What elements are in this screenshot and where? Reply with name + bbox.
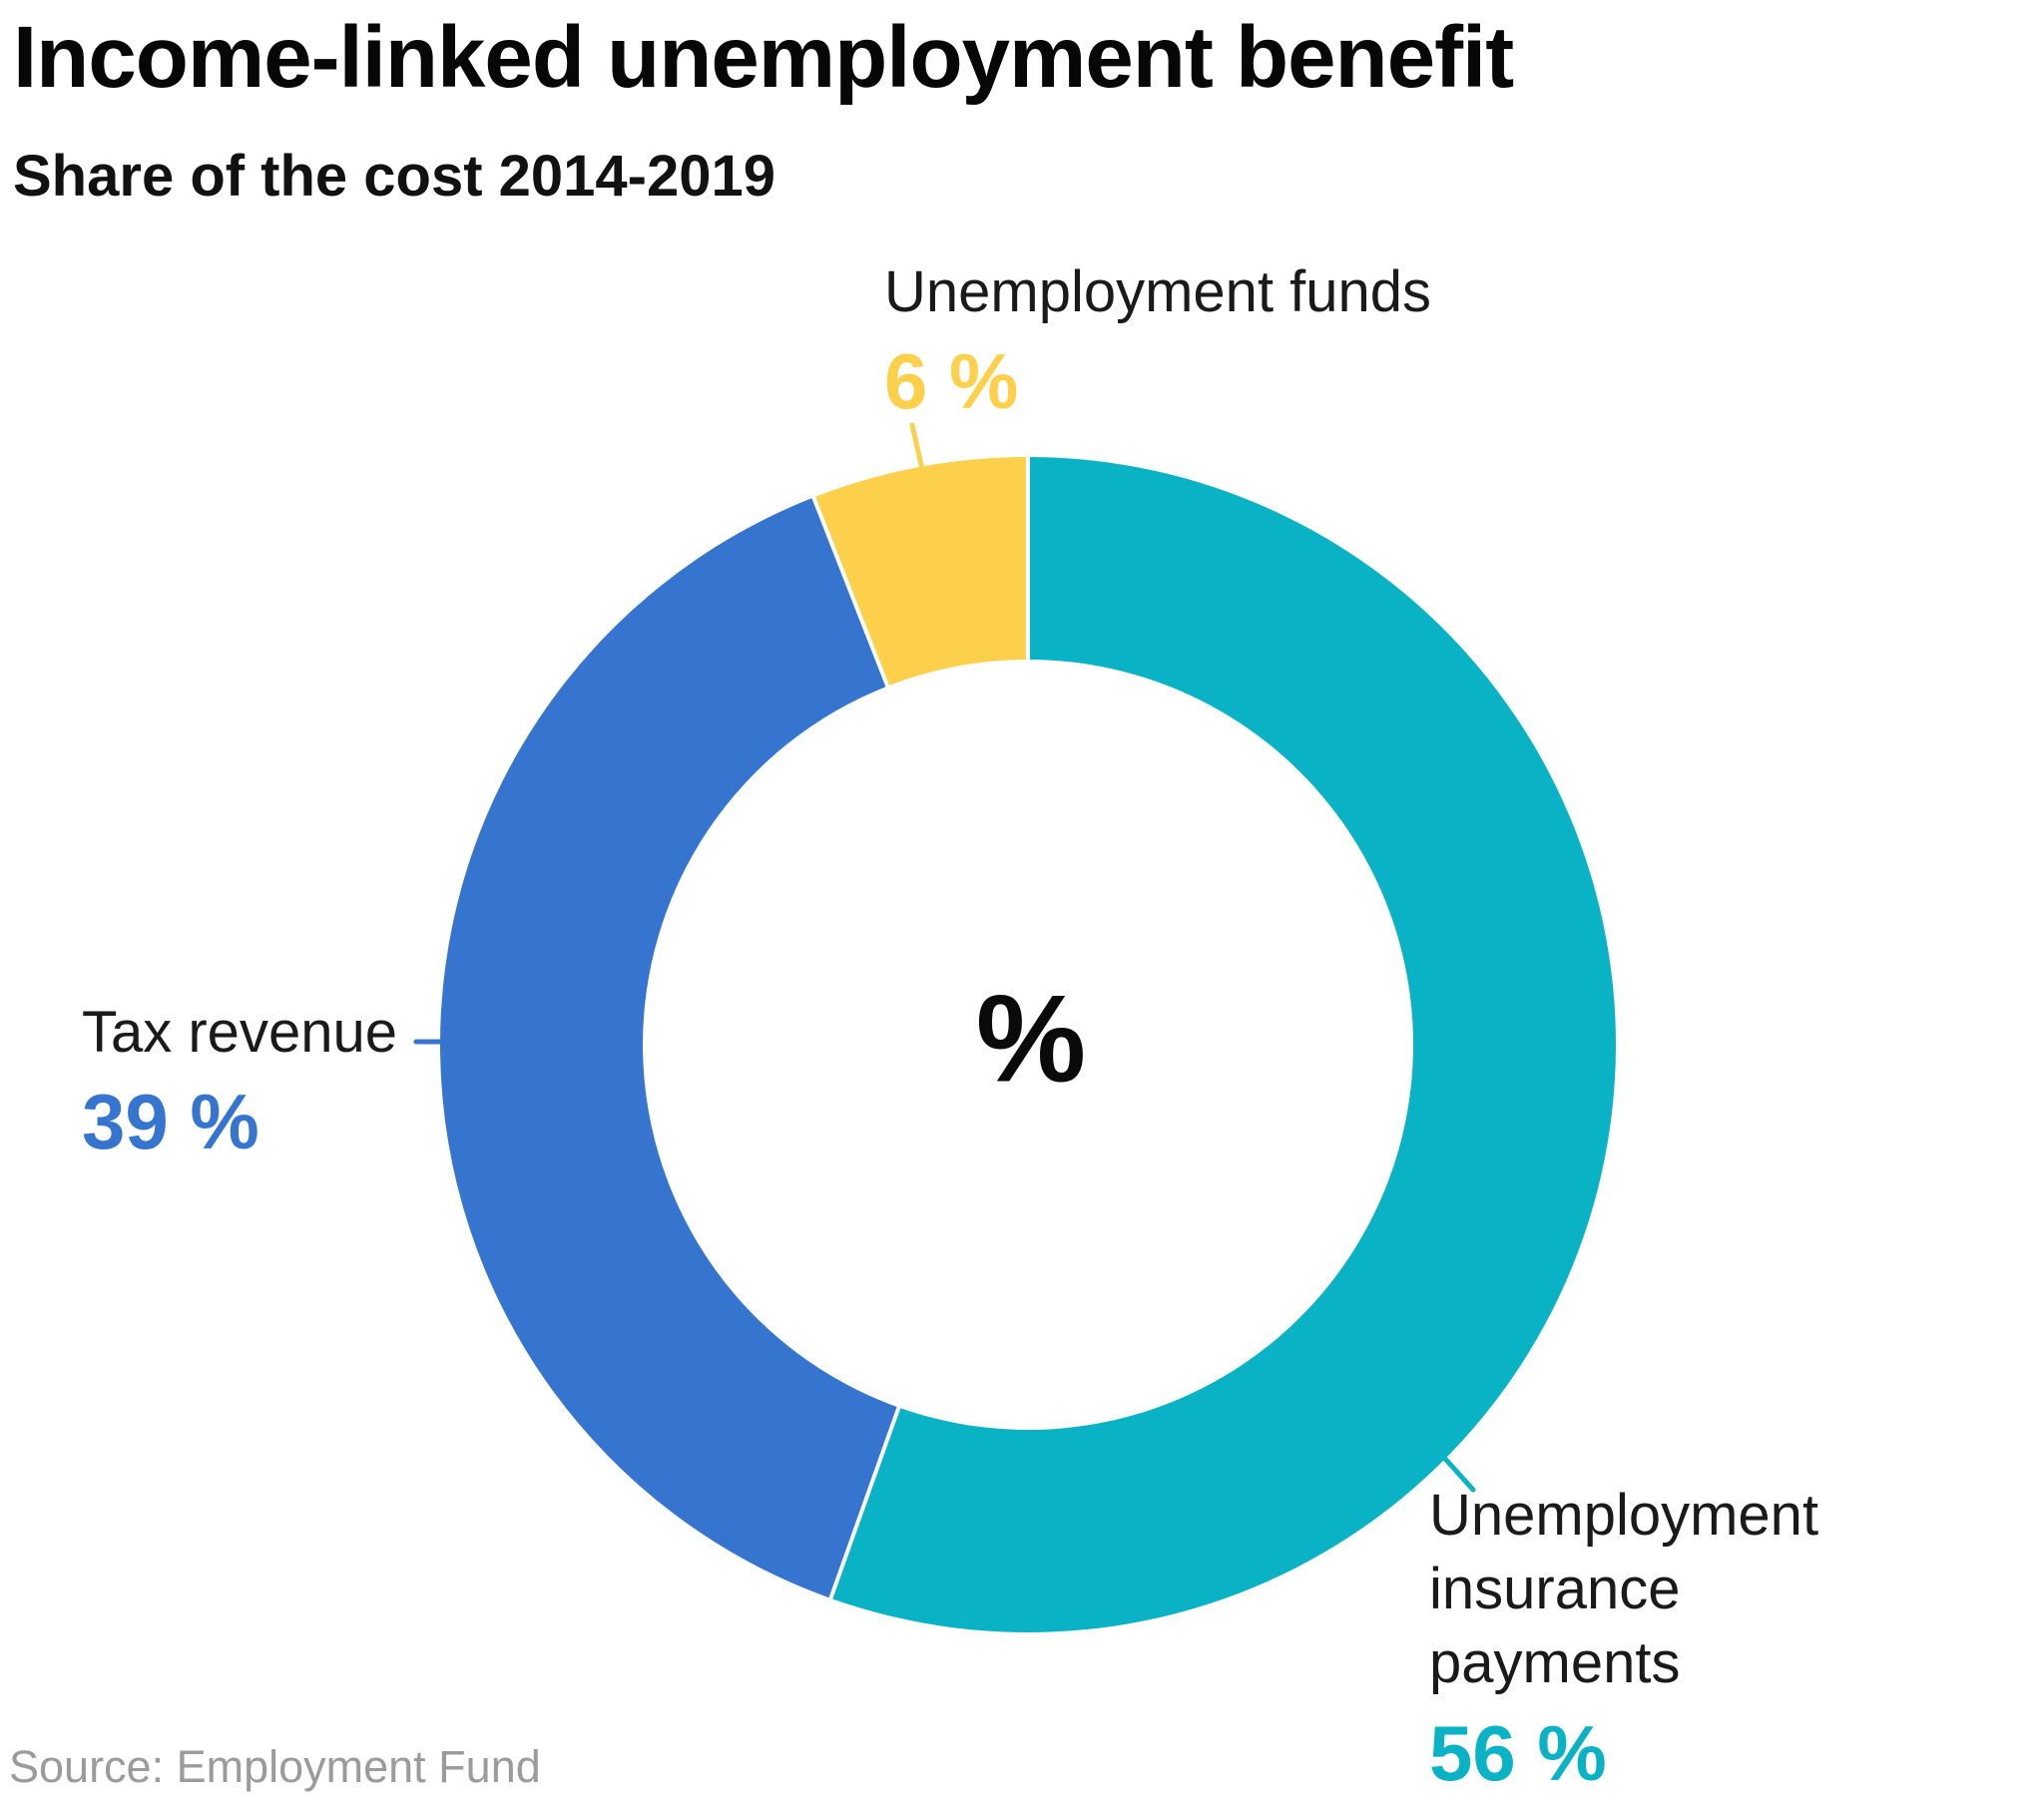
- leader-line-unemployment-funds: [909, 422, 924, 468]
- slice-separators: [810, 455, 1030, 1601]
- slice-separator: [827, 1405, 902, 1601]
- leader-line-unemployment-insurance: [1442, 1456, 1476, 1493]
- slice-value-tax-revenue: 39 %: [82, 1078, 259, 1166]
- slice-tax-revenue: [440, 497, 899, 1598]
- slice-separator: [810, 494, 890, 689]
- slice-value-unemployment-insurance: 56 %: [1429, 1708, 1607, 1797]
- source-credit: Source: Employment Fund: [9, 1741, 541, 1792]
- callout-unemployment-funds: Unemployment funds 6 %: [884, 255, 1431, 429]
- page-title: Income-linked unemployment benefit: [13, 9, 1514, 106]
- slice-name-unemployment-funds: Unemployment funds: [884, 259, 1432, 324]
- slice-value-unemployment-funds: 6 %: [884, 337, 1019, 426]
- donut-center-label: %: [975, 970, 1087, 1109]
- callout-unemployment-insurance: Unemployment insurance payments 56 %: [1429, 1479, 1908, 1800]
- slice-name-unemployment-insurance: Unemployment insurance payments: [1429, 1483, 1819, 1696]
- callout-tax-revenue: Tax revenue 39 %: [82, 996, 397, 1169]
- slice-unemployment-insurance-payments: [830, 457, 1617, 1633]
- slice-name-tax-revenue: Tax revenue: [82, 1000, 397, 1065]
- page-subtitle: Share of the cost 2014-2019: [13, 144, 776, 209]
